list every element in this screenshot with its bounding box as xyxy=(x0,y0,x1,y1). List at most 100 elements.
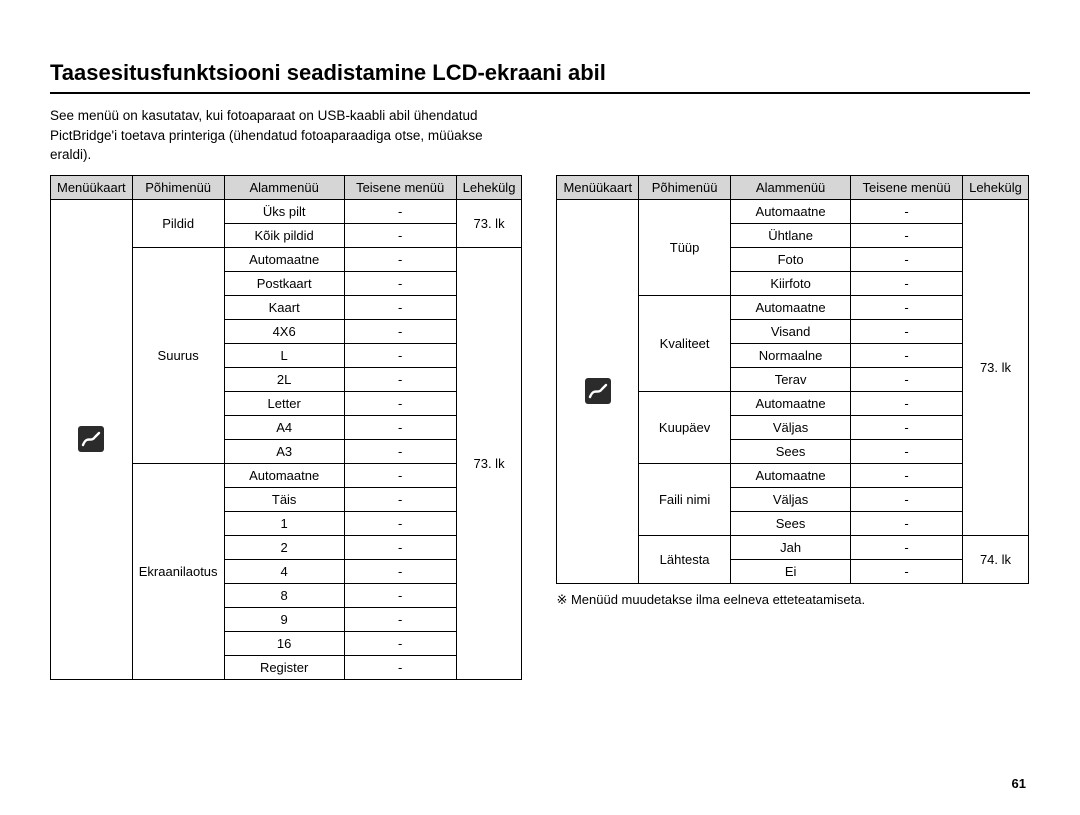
sec-cell: - xyxy=(344,655,456,679)
page-cell: 73. lk xyxy=(456,199,522,247)
footnote: ※ Menüüd muudetakse ilma eelneva ettetea… xyxy=(556,592,1028,608)
sec-cell: - xyxy=(851,415,963,439)
sub-cell: Kõik pildid xyxy=(224,223,344,247)
sub-cell: Visand xyxy=(731,319,851,343)
table-row: Tüüp Automaatne - 73. lk xyxy=(557,199,1028,223)
main-lahtesta: Lähtesta xyxy=(639,535,731,583)
sub-cell: Automaatne xyxy=(731,199,851,223)
main-tuup: Tüüp xyxy=(639,199,731,295)
sec-cell: - xyxy=(344,439,456,463)
sub-cell: Kaart xyxy=(224,295,344,319)
sec-cell: - xyxy=(344,415,456,439)
hdr-menucard: Menüükaart xyxy=(51,175,133,199)
sec-cell: - xyxy=(344,535,456,559)
sub-cell: Kiirfoto xyxy=(731,271,851,295)
sec-cell: - xyxy=(851,367,963,391)
sub-cell: Täis xyxy=(224,487,344,511)
sub-cell: Automaatne xyxy=(731,295,851,319)
sub-cell: Ühtlane xyxy=(731,223,851,247)
main-faili: Faili nimi xyxy=(639,463,731,535)
sec-cell: - xyxy=(851,463,963,487)
sec-cell: - xyxy=(344,559,456,583)
sec-cell: - xyxy=(344,391,456,415)
hdr-sec: Teisene menüü xyxy=(851,175,963,199)
right-table: Menüükaart Põhimenüü Alammenüü Teisene m… xyxy=(556,175,1028,584)
hdr-main: Põhimenüü xyxy=(639,175,731,199)
sub-cell: Üks pilt xyxy=(224,199,344,223)
sec-cell: - xyxy=(851,223,963,247)
sub-cell: Terav xyxy=(731,367,851,391)
printer-icon xyxy=(584,377,612,405)
sec-cell: - xyxy=(851,511,963,535)
main-kvaliteet: Kvaliteet xyxy=(639,295,731,391)
hdr-page: Lehekülg xyxy=(456,175,522,199)
left-table: Menüükaart Põhimenüü Alammenüü Teisene m… xyxy=(50,175,522,680)
sub-cell: Automaatne xyxy=(731,391,851,415)
sub-cell: 1 xyxy=(224,511,344,535)
sec-cell: - xyxy=(344,223,456,247)
main-ekraan: Ekraanilaotus xyxy=(132,463,224,679)
sub-cell: Sees xyxy=(731,439,851,463)
sub-cell: 2L xyxy=(224,367,344,391)
sub-cell: Letter xyxy=(224,391,344,415)
sec-cell: - xyxy=(851,343,963,367)
sec-cell: - xyxy=(344,271,456,295)
menucard-icon-cell xyxy=(557,199,639,583)
sub-cell: 16 xyxy=(224,631,344,655)
sec-cell: - xyxy=(344,343,456,367)
sec-cell: - xyxy=(344,319,456,343)
sec-cell: - xyxy=(344,247,456,271)
page-cell: 73. lk xyxy=(963,199,1029,535)
sub-cell: Automaatne xyxy=(224,463,344,487)
sec-cell: - xyxy=(344,583,456,607)
intro-text: See menüü on kasutatav, kui fotoaparaat … xyxy=(50,106,520,165)
hdr-sub: Alammenüü xyxy=(731,175,851,199)
sec-cell: - xyxy=(344,463,456,487)
page-cell: 73. lk xyxy=(456,247,522,679)
page-number: 61 xyxy=(1012,776,1026,791)
sec-cell: - xyxy=(851,487,963,511)
sec-cell: - xyxy=(851,559,963,583)
sub-cell: L xyxy=(224,343,344,367)
sec-cell: - xyxy=(344,295,456,319)
hdr-page: Lehekülg xyxy=(963,175,1029,199)
main-suurus: Suurus xyxy=(132,247,224,463)
sub-cell: A3 xyxy=(224,439,344,463)
sub-cell: Register xyxy=(224,655,344,679)
sec-cell: - xyxy=(851,391,963,415)
sec-cell: - xyxy=(344,487,456,511)
sub-cell: Sees xyxy=(731,511,851,535)
hdr-sub: Alammenüü xyxy=(224,175,344,199)
sub-cell: Väljas xyxy=(731,487,851,511)
hdr-menucard: Menüükaart xyxy=(557,175,639,199)
sub-cell: Jah xyxy=(731,535,851,559)
hdr-sec: Teisene menüü xyxy=(344,175,456,199)
main-kuupaev: Kuupäev xyxy=(639,391,731,463)
sec-cell: - xyxy=(344,607,456,631)
hdr-main: Põhimenüü xyxy=(132,175,224,199)
sub-cell: A4 xyxy=(224,415,344,439)
sub-cell: Ei xyxy=(731,559,851,583)
sec-cell: - xyxy=(851,271,963,295)
main-pildid: Pildid xyxy=(132,199,224,247)
sub-cell: 4X6 xyxy=(224,319,344,343)
sub-cell: Automaatne xyxy=(731,463,851,487)
sec-cell: - xyxy=(344,511,456,535)
sub-cell: 4 xyxy=(224,559,344,583)
sub-cell: Väljas xyxy=(731,415,851,439)
sub-cell: 9 xyxy=(224,607,344,631)
printer-icon xyxy=(77,425,105,453)
sec-cell: - xyxy=(851,199,963,223)
page-title: Taasesitusfunktsiooni seadistamine LCD-e… xyxy=(50,60,1030,94)
sub-cell: 8 xyxy=(224,583,344,607)
sub-cell: Automaatne xyxy=(224,247,344,271)
sec-cell: - xyxy=(851,295,963,319)
sec-cell: - xyxy=(851,247,963,271)
menucard-icon-cell xyxy=(51,199,133,679)
table-row: Pildid Üks pilt - 73. lk xyxy=(51,199,522,223)
page-cell: 74. lk xyxy=(963,535,1029,583)
sec-cell: - xyxy=(851,319,963,343)
sec-cell: - xyxy=(344,631,456,655)
sub-cell: Postkaart xyxy=(224,271,344,295)
sec-cell: - xyxy=(851,439,963,463)
